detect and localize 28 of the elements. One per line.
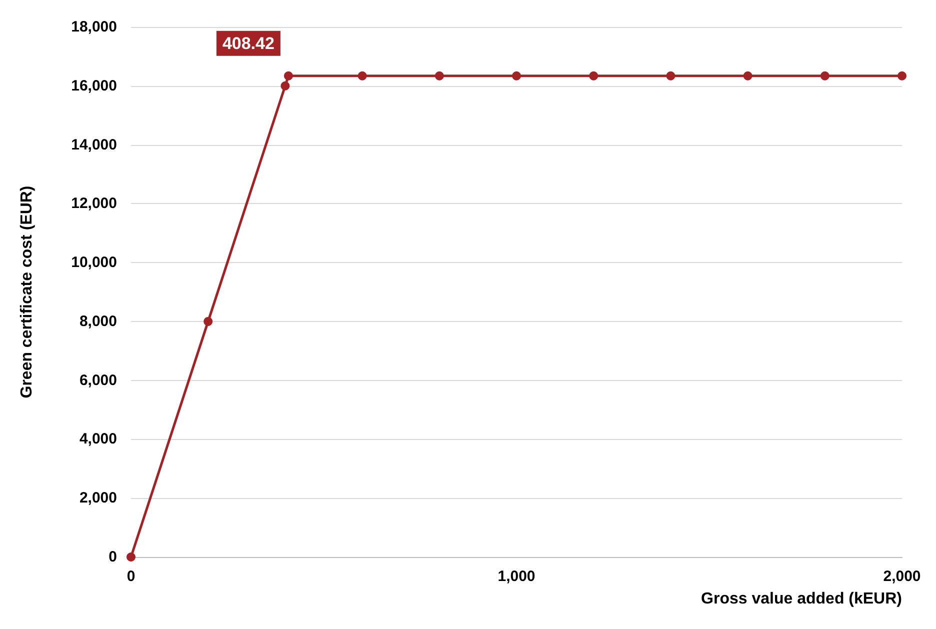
annotation: 408.42: [222, 34, 274, 53]
point: [820, 71, 830, 80]
x-axis-title: Gross value added (kEUR): [701, 590, 902, 608]
point: [589, 71, 598, 80]
y-tick-label: 8,000: [79, 312, 117, 330]
point: [512, 71, 521, 80]
y-axis-title: Green certificate cost (EUR): [18, 186, 36, 398]
x-tick-label: 0: [126, 568, 136, 585]
y-tick-label: 18,000: [71, 18, 117, 36]
y-tick-label: 0: [108, 548, 117, 566]
x-tick-label: 2,000: [883, 568, 921, 585]
point: [434, 71, 444, 80]
point: [126, 552, 136, 562]
y-tick-label: 10,000: [71, 254, 117, 272]
y-tick-label: 4,000: [79, 430, 117, 448]
y-tick-label: 14,000: [71, 136, 117, 154]
point: [280, 81, 290, 90]
point: [898, 71, 906, 80]
y-tick-label: 12,000: [71, 195, 117, 212]
y-tick-label: 2,000: [79, 490, 117, 507]
x-tick-label: 1,000: [498, 568, 536, 585]
y-tick-label: 6,000: [79, 372, 117, 389]
point: [743, 71, 752, 80]
point: [358, 71, 367, 80]
point: [284, 71, 293, 80]
point: [204, 316, 213, 326]
point: [666, 71, 676, 80]
y-tick-label: 16,000: [71, 77, 117, 94]
